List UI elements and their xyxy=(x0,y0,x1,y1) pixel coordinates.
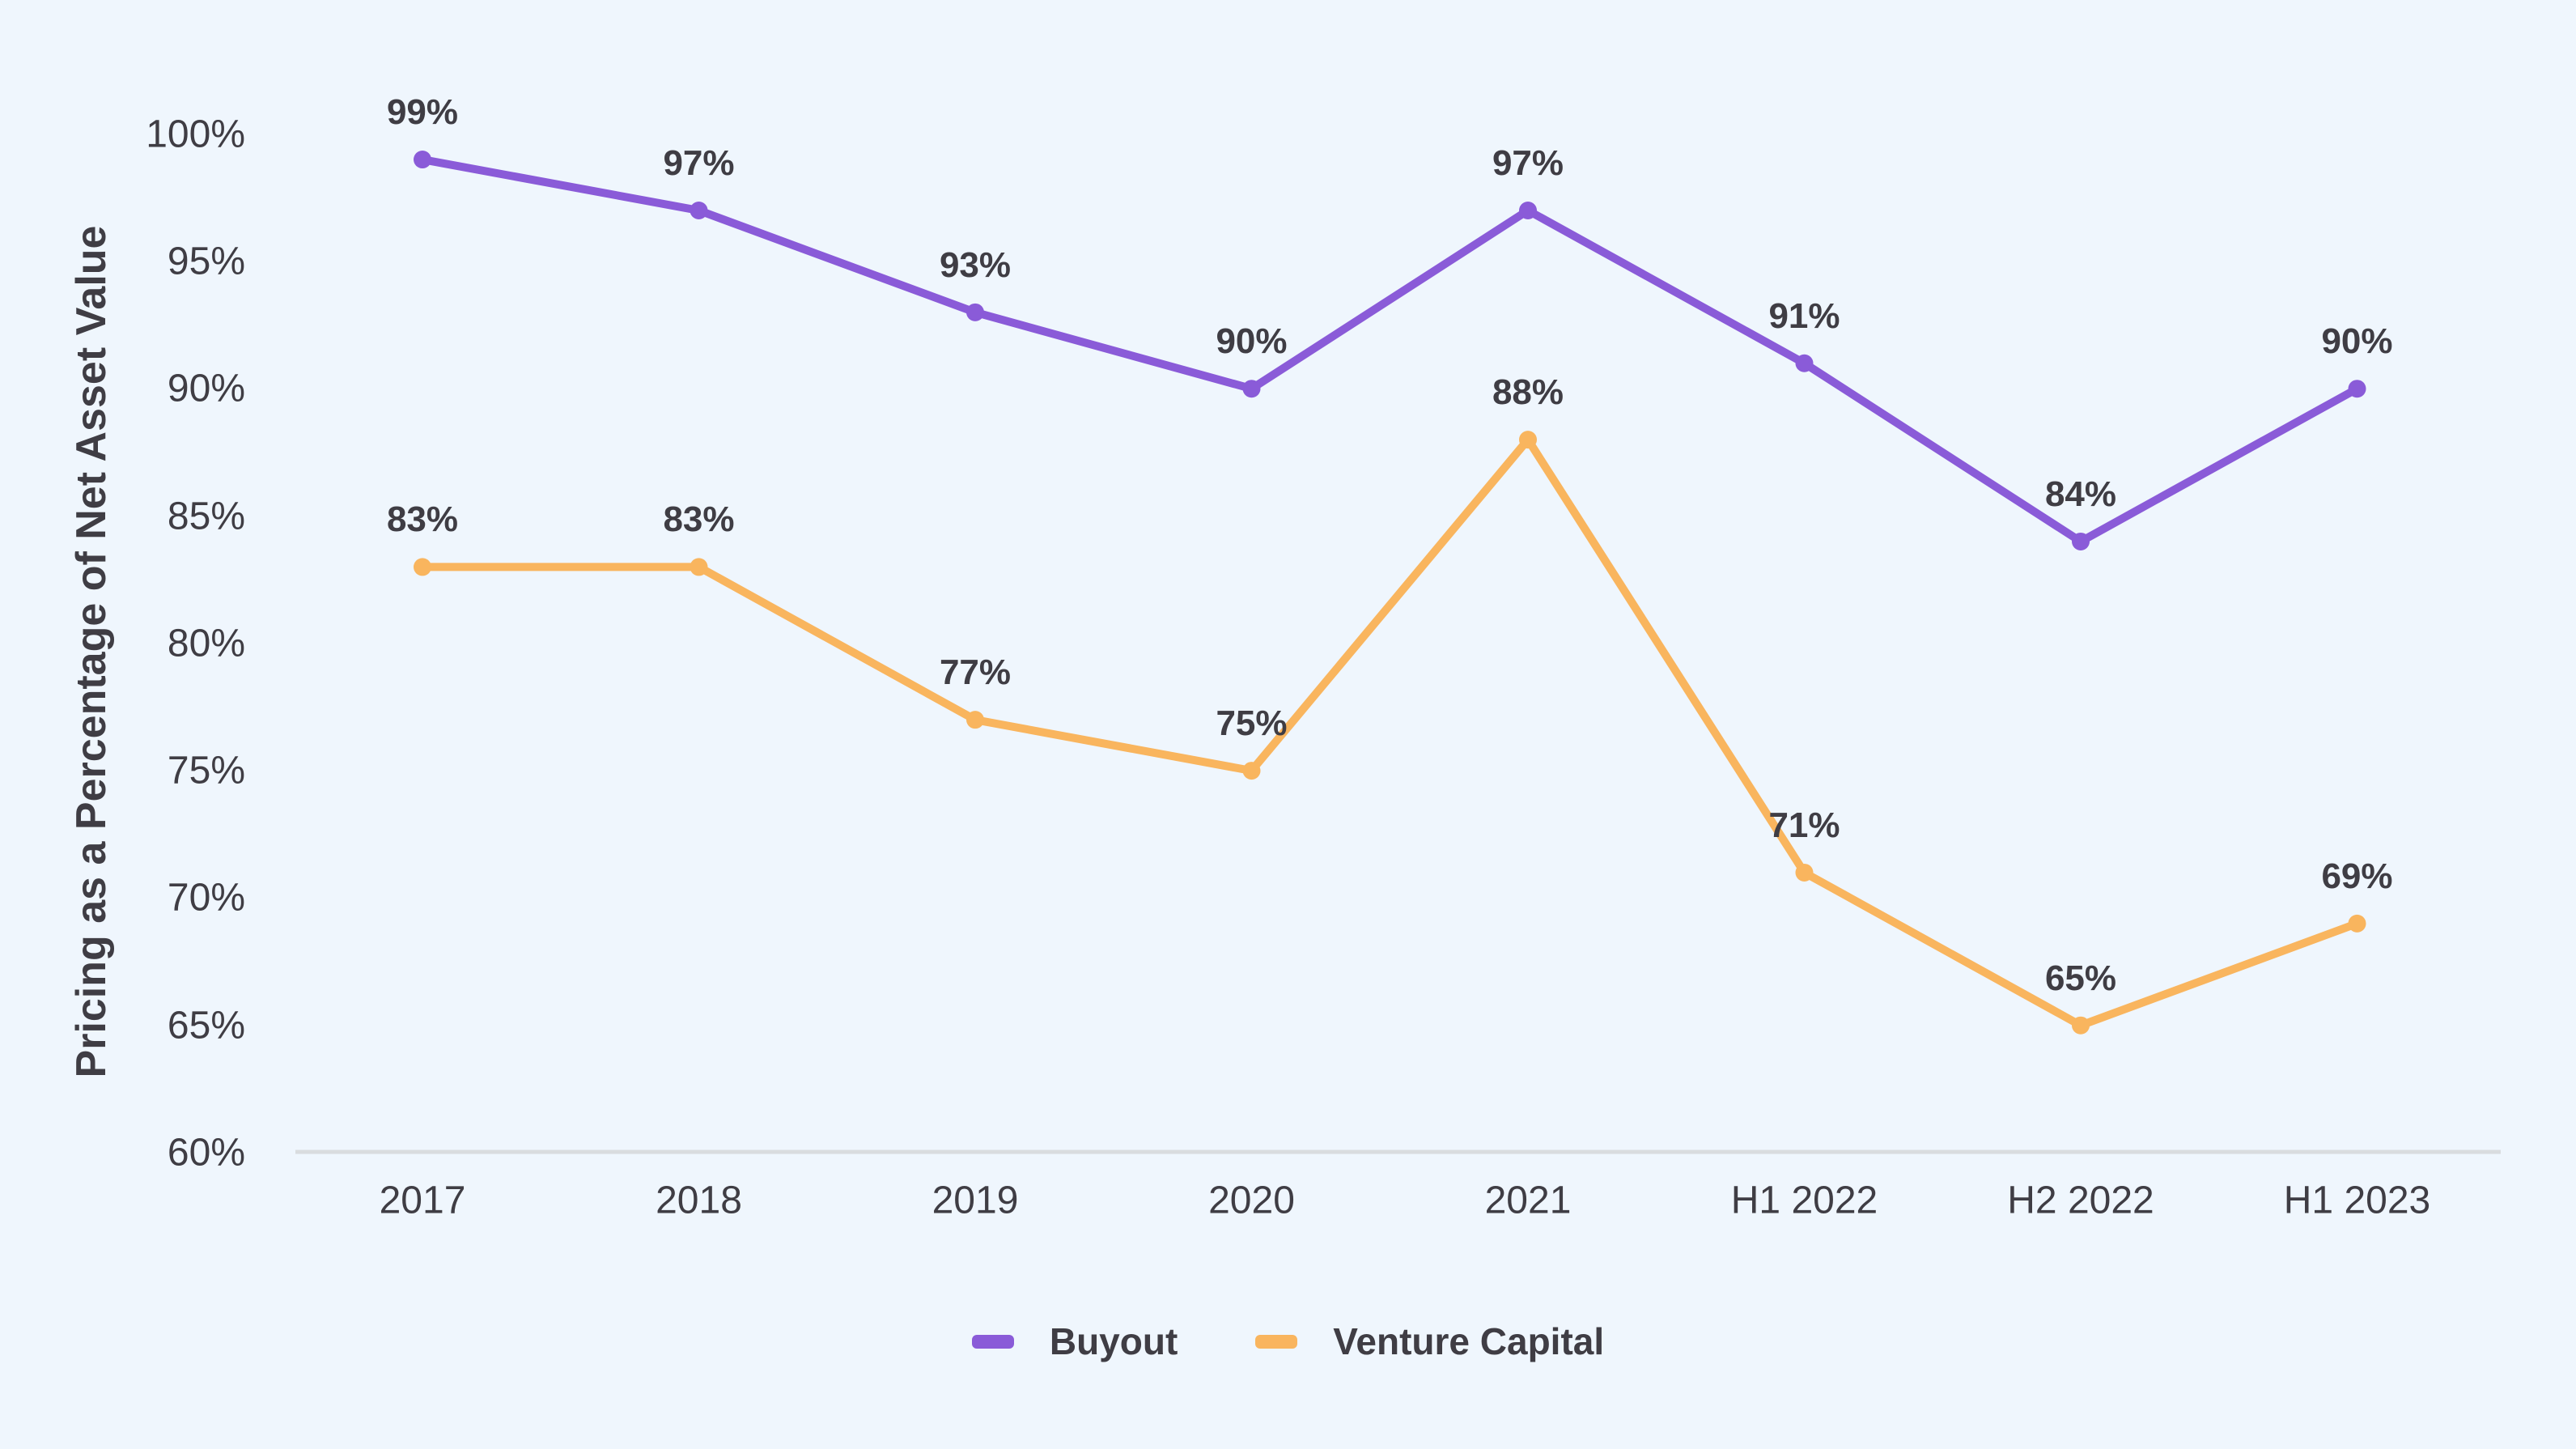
series-line-venture-capital xyxy=(418,436,2362,1030)
data-point-buyout xyxy=(690,201,708,219)
data-label: 83% xyxy=(663,499,735,540)
legend-item-venture-capital: Venture Capital xyxy=(1255,1319,1604,1363)
x-axis-label: 2019 xyxy=(932,1179,1019,1222)
x-axis-label: H2 2022 xyxy=(2007,1179,2154,1222)
data-label: 88% xyxy=(1492,372,1564,413)
y-tick-label: 80% xyxy=(167,622,245,665)
data-label: 97% xyxy=(1492,142,1564,183)
data-point-buyout xyxy=(966,303,984,321)
data-point-venture-capital xyxy=(2072,1016,2090,1035)
data-label: 75% xyxy=(1216,703,1288,744)
x-axis-label: 2017 xyxy=(379,1179,466,1222)
data-label: 69% xyxy=(2321,856,2393,896)
data-point-venture-capital xyxy=(1242,762,1261,780)
x-axis-label: 2020 xyxy=(1208,1179,1295,1222)
y-tick-label: 75% xyxy=(167,749,245,792)
data-label: 99% xyxy=(386,92,459,133)
data-point-venture-capital xyxy=(690,558,708,576)
y-tick-label: 100% xyxy=(146,113,245,156)
data-label: 65% xyxy=(2044,958,2117,998)
data-label: 97% xyxy=(663,142,735,183)
y-tick-label: 85% xyxy=(167,495,245,538)
legend-swatch-buyout xyxy=(971,1334,1014,1349)
x-axis-label: 2021 xyxy=(1484,1179,1572,1222)
data-label: 84% xyxy=(2044,474,2117,514)
y-tick-label: 60% xyxy=(167,1131,245,1175)
data-point-buyout xyxy=(2072,532,2090,550)
data-label: 91% xyxy=(1768,295,1840,336)
data-point-venture-capital xyxy=(2348,914,2366,933)
data-point-buyout xyxy=(1795,354,1814,372)
data-label: 90% xyxy=(2321,321,2393,362)
data-point-venture-capital xyxy=(1519,431,1537,449)
legend-swatch-venture-capital xyxy=(1255,1334,1298,1349)
y-tick-label: 95% xyxy=(167,240,245,283)
legend-label: Buyout xyxy=(1049,1320,1178,1362)
data-point-buyout xyxy=(1519,201,1537,219)
data-point-venture-capital xyxy=(414,558,431,576)
y-axis-title: Pricing as a Percentage of Net Asset Val… xyxy=(68,225,115,1078)
x-axis-label: 2018 xyxy=(656,1179,742,1222)
legend-item-buyout: Buyout xyxy=(971,1319,1178,1363)
data-point-venture-capital xyxy=(1795,863,1814,882)
x-axis-label: H1 2023 xyxy=(2283,1179,2431,1222)
data-point-buyout xyxy=(1242,380,1261,398)
data-label: 77% xyxy=(939,652,1012,693)
legend-label: Venture Capital xyxy=(1333,1320,1605,1362)
data-label: 90% xyxy=(1216,321,1288,362)
data-label: 93% xyxy=(939,244,1012,285)
data-label: 83% xyxy=(386,499,459,540)
data-point-venture-capital xyxy=(966,711,984,729)
data-point-buyout xyxy=(2348,380,2366,398)
data-point-buyout xyxy=(414,151,431,169)
y-tick-label: 90% xyxy=(167,367,245,410)
y-tick-label: 70% xyxy=(167,876,245,920)
legend: Buyout Venture Capital xyxy=(0,1319,2576,1363)
data-label: 71% xyxy=(1768,805,1840,845)
series-line-buyout xyxy=(418,155,2362,546)
y-tick-label: 65% xyxy=(167,1004,245,1047)
x-axis-label: H1 2022 xyxy=(1730,1179,1878,1222)
